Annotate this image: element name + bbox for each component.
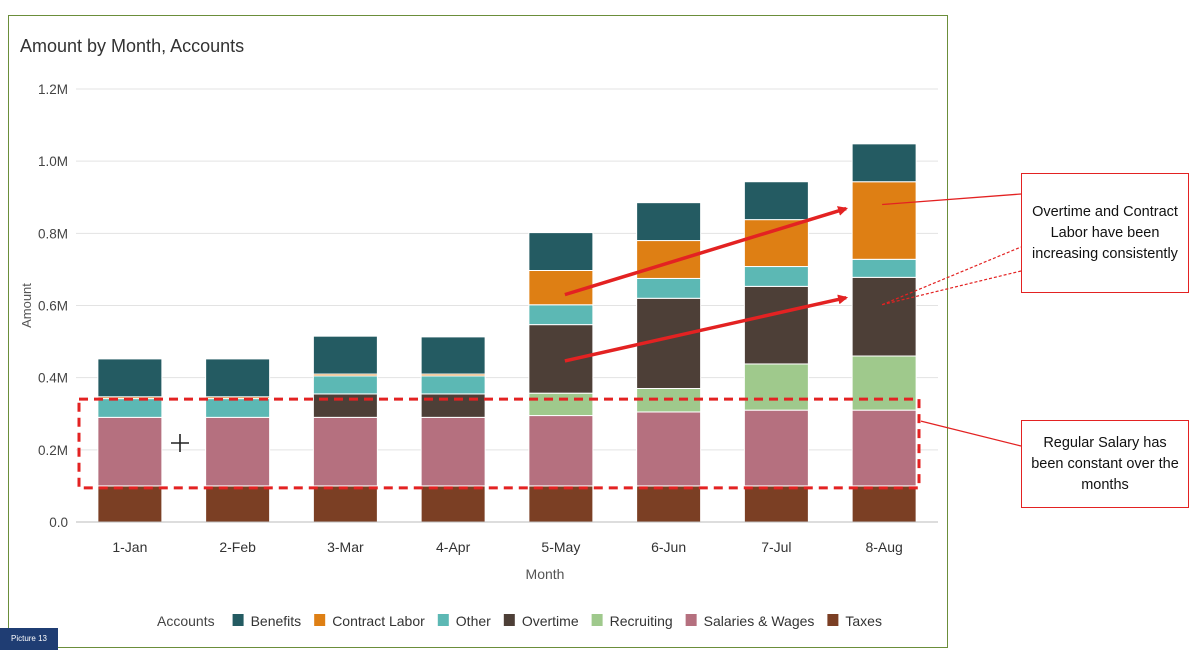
bar-segment[interactable] bbox=[420, 393, 486, 418]
callout-1-connector bbox=[882, 193, 1022, 206]
callout-2-connector bbox=[920, 420, 1022, 447]
legend-swatch bbox=[685, 614, 697, 626]
bar-segment[interactable] bbox=[743, 409, 809, 487]
legend-item-label[interactable]: Recruiting bbox=[610, 613, 673, 629]
y-tick-label: 0.4M bbox=[38, 371, 68, 386]
bar-segment[interactable] bbox=[851, 276, 917, 357]
bar-segment[interactable] bbox=[743, 485, 809, 523]
bar-segment[interactable] bbox=[743, 181, 809, 221]
legend-swatch bbox=[437, 614, 449, 626]
bar-segment[interactable] bbox=[851, 181, 917, 260]
bar-segment[interactable] bbox=[851, 258, 917, 278]
bar-segment[interactable] bbox=[743, 363, 809, 411]
callout-regular-salary: Regular Salary has been constant over th… bbox=[1021, 420, 1189, 508]
bar-segment[interactable] bbox=[420, 485, 486, 523]
bar-segment[interactable] bbox=[528, 415, 594, 487]
callout-overtime-contract-labor: Overtime and Contract Labor have been in… bbox=[1021, 173, 1189, 293]
bar-segment[interactable] bbox=[420, 416, 486, 487]
bar-segment[interactable] bbox=[97, 398, 163, 418]
bar-segment[interactable] bbox=[528, 392, 594, 417]
legend-item-label[interactable]: Contract Labor bbox=[332, 613, 425, 629]
legend-item-label[interactable]: Overtime bbox=[522, 613, 579, 629]
legend-item-label[interactable]: Benefits bbox=[251, 613, 302, 629]
bar-segment[interactable] bbox=[851, 409, 917, 487]
bar-segment[interactable] bbox=[851, 355, 917, 411]
cursor-crosshair-icon bbox=[171, 434, 189, 452]
bar-segment[interactable] bbox=[851, 485, 917, 523]
bar-segment[interactable] bbox=[636, 240, 702, 279]
bar-segment[interactable] bbox=[205, 485, 271, 523]
y-tick-label: 0.6M bbox=[38, 299, 68, 314]
bar-segment[interactable] bbox=[97, 358, 163, 398]
bar-segment[interactable] bbox=[312, 375, 378, 395]
x-tick-label: 4-Apr bbox=[436, 539, 471, 555]
bar-segment[interactable] bbox=[528, 485, 594, 523]
x-tick-label: 2-Feb bbox=[219, 539, 256, 555]
x-tick-label: 6-Jun bbox=[651, 539, 686, 555]
x-tick-label: 7-Jul bbox=[761, 539, 791, 555]
bar-segment[interactable] bbox=[312, 393, 378, 418]
bar-segment[interactable] bbox=[97, 416, 163, 487]
y-axis-label: Amount bbox=[19, 283, 34, 328]
bar-segment[interactable] bbox=[205, 416, 271, 487]
chart-frame bbox=[8, 15, 948, 648]
callout-1-connector-dashed bbox=[881, 246, 1022, 306]
callout-1-connector-dashed bbox=[881, 270, 1022, 306]
legend-item-label[interactable]: Salaries & Wages bbox=[704, 613, 815, 629]
bar-segment[interactable] bbox=[420, 375, 486, 395]
x-tick-label: 8-Aug bbox=[865, 539, 902, 555]
x-axis-label: Month bbox=[526, 566, 565, 582]
y-tick-label: 0.0 bbox=[49, 515, 68, 530]
y-tick-label: 0.8M bbox=[38, 226, 68, 241]
picture-label: Picture 13 bbox=[0, 628, 58, 650]
bar-segment[interactable] bbox=[636, 277, 702, 299]
bar-segment[interactable] bbox=[312, 485, 378, 523]
salary-highlight-box bbox=[77, 397, 921, 490]
x-tick-label: 3-Mar bbox=[327, 539, 364, 555]
arrow-overtime bbox=[564, 294, 849, 363]
bar-segment[interactable] bbox=[636, 485, 702, 523]
bar-segment[interactable] bbox=[205, 358, 271, 398]
bar-segment[interactable] bbox=[636, 411, 702, 487]
bar-segment[interactable] bbox=[743, 266, 809, 287]
arrow-contract-labor bbox=[564, 206, 849, 297]
bar-segment[interactable] bbox=[528, 304, 594, 326]
legend-title: Accounts bbox=[157, 613, 215, 629]
legend-swatch bbox=[827, 614, 839, 626]
bar-segment[interactable] bbox=[205, 398, 271, 418]
bar-segment[interactable] bbox=[97, 485, 163, 523]
legend-item-label[interactable]: Taxes bbox=[845, 613, 882, 629]
bar-segment[interactable] bbox=[636, 202, 702, 242]
y-tick-label: 1.2M bbox=[38, 82, 68, 97]
bar-segment[interactable] bbox=[420, 336, 486, 375]
y-tick-label: 1.0M bbox=[38, 154, 68, 169]
x-tick-label: 1-Jan bbox=[112, 539, 147, 555]
chart-title: Amount by Month, Accounts bbox=[20, 36, 244, 56]
legend-item-label[interactable]: Other bbox=[456, 613, 491, 629]
bar-segment[interactable] bbox=[312, 416, 378, 487]
legend-swatch bbox=[232, 614, 244, 626]
bar-segment[interactable] bbox=[312, 335, 378, 375]
bar-segment[interactable] bbox=[528, 232, 594, 271]
bar-segment[interactable] bbox=[851, 143, 917, 183]
legend-swatch bbox=[591, 614, 603, 626]
legend-swatch bbox=[314, 614, 326, 626]
bar-segment[interactable] bbox=[743, 285, 809, 365]
legend-swatch bbox=[503, 614, 515, 626]
y-tick-label: 0.2M bbox=[38, 443, 68, 458]
x-tick-label: 5-May bbox=[541, 539, 580, 555]
bar-segment[interactable] bbox=[743, 219, 809, 268]
bar-segment[interactable] bbox=[528, 324, 594, 394]
